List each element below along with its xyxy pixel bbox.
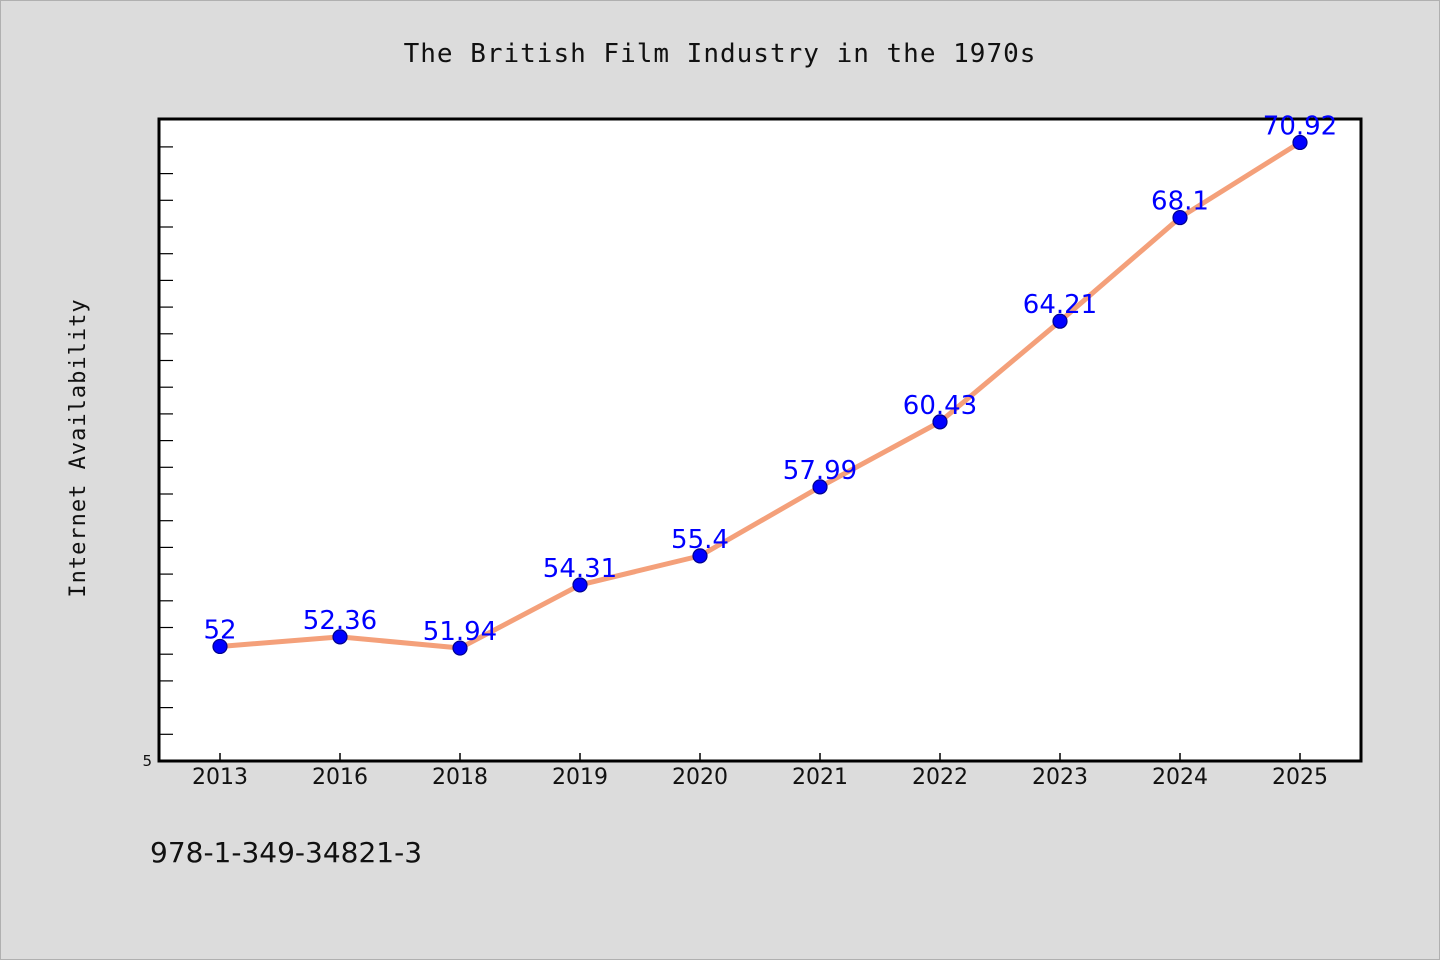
x-tick-label: 2025	[1272, 765, 1328, 790]
data-label: 64.21	[1023, 290, 1097, 320]
footnote-isbn: 978-1-349-34821-3	[150, 836, 422, 869]
x-tick-label: 2019	[552, 765, 608, 790]
x-tick-label: 2016	[312, 765, 368, 790]
data-label: 51.94	[423, 617, 497, 647]
x-tick-label: 2023	[1032, 765, 1088, 790]
data-point	[1292, 134, 1308, 151]
data-point	[692, 548, 708, 564]
data-point	[332, 629, 348, 645]
plot-area	[157, 117, 1363, 763]
data-point	[1052, 313, 1068, 329]
data-point	[572, 577, 588, 593]
x-tick-label: 2013	[192, 765, 248, 790]
data-label: 60.43	[903, 391, 977, 421]
data-point	[452, 640, 468, 656]
x-axis-ticks	[219, 753, 1301, 761]
series-markers	[212, 134, 1308, 656]
data-label: 52.36	[303, 606, 377, 636]
data-label: 54.31	[543, 554, 617, 584]
data-point	[1172, 209, 1188, 226]
data-point	[212, 638, 228, 655]
x-tick-label: 2024	[1152, 765, 1208, 790]
data-label: 55.4	[671, 525, 729, 555]
x-axis-tick-labels: 2013 2016 2018 2019 2020 2021 2022 2023 2024 2025	[192, 765, 1328, 790]
x-tick-label: 2020	[672, 765, 728, 790]
y-axis-label: Internet Availability	[66, 298, 91, 597]
data-label: 70.92	[1263, 111, 1337, 141]
y-axis-ticks	[159, 146, 173, 735]
data-point	[812, 479, 828, 495]
data-label: 68.1	[1151, 187, 1209, 217]
data-point	[932, 414, 948, 430]
data-label: 57.99	[783, 456, 857, 486]
series-line	[217, 139, 1303, 651]
y-tick-label: 5	[142, 752, 152, 770]
x-tick-label: 2021	[792, 765, 848, 790]
x-tick-label: 2022	[912, 765, 968, 790]
chart-title: The British Film Industry in the 1970s	[404, 39, 1037, 69]
data-label: 52	[203, 615, 236, 645]
data-labels: 52 52.36 51.94 54.31 55.4 57.99 60.43 64.21 68.1…	[203, 111, 1337, 647]
x-tick-label: 2018	[432, 765, 488, 790]
